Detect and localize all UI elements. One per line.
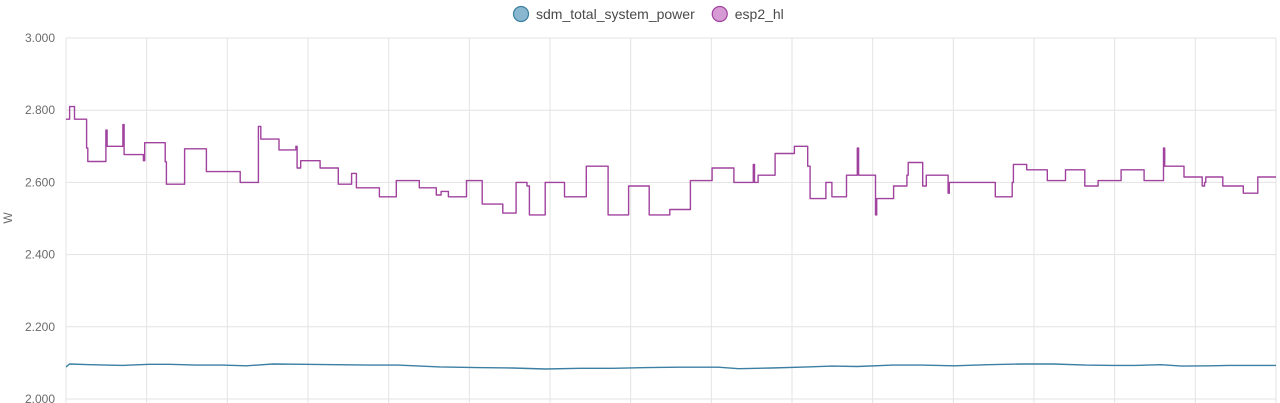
y-tick-label: 2.800 (25, 103, 55, 117)
y-tick-label: 2.400 (25, 248, 55, 262)
legend-label-esp2_hl: esp2_hl (735, 6, 784, 22)
y-tick-label: 3.000 (25, 31, 55, 45)
y-tick-label: 2.000 (25, 392, 55, 403)
series-line-sdm_total_system_power (65, 363, 1276, 370)
legend-marker-esp2_hl (711, 5, 728, 23)
y-tick-label: 2.200 (25, 320, 55, 334)
y-axis-title: W (1, 212, 15, 224)
series-line-esp2_hl (66, 105, 1276, 216)
legend-marker-sdm_total_system_power (512, 5, 530, 23)
legend-label-sdm_total_system_power: sdm_total_system_power (536, 6, 695, 22)
y-tick-label: 2.600 (25, 175, 55, 189)
chart-grid (65, 37, 1277, 403)
chart-legend: sdm_total_system_power esp2_hl (512, 5, 784, 23)
chart-series (65, 105, 1276, 370)
y-axis-ticks: 3.000 2.800 2.600 2.400 2.200 2.000 (25, 31, 55, 403)
